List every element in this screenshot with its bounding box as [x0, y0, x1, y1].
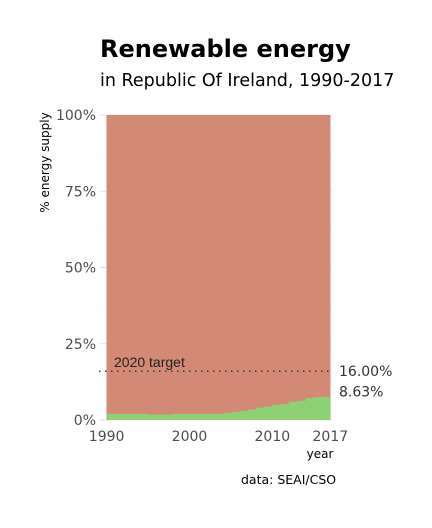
y-axis: 0% 25% 50% 75% 100%: [56, 108, 96, 429]
renewable-area: [106, 393, 331, 420]
y-tick-label: 50%: [65, 261, 96, 277]
y-tick-label: 25%: [65, 337, 96, 353]
chart-subtitle: in Republic Of Ireland, 1990-2017: [100, 71, 395, 91]
y-axis-title: % energy supply: [38, 112, 52, 212]
latest-value-label: 8.63%: [339, 385, 383, 401]
x-tick-label: 2017: [313, 429, 349, 445]
x-tick-label: 2000: [172, 429, 208, 445]
y-tick-label: 75%: [65, 184, 96, 200]
x-axis: 1990 2000 2010 2017: [89, 429, 348, 445]
chart-title: Renewable energy: [100, 35, 351, 63]
y-tick-label: 0%: [74, 413, 96, 429]
non-renewable-area: [106, 115, 331, 420]
x-axis-title: year: [307, 447, 334, 461]
x-tick-label: 1990: [89, 429, 125, 445]
target-value-label: 16.00%: [339, 364, 392, 380]
data-source-caption: data: SEAI/CSO: [241, 472, 337, 487]
area-series: [106, 115, 331, 420]
target-label: 2020 target: [114, 354, 185, 370]
y-tick-label: 100%: [56, 108, 96, 124]
x-tick-label: 2010: [255, 429, 291, 445]
